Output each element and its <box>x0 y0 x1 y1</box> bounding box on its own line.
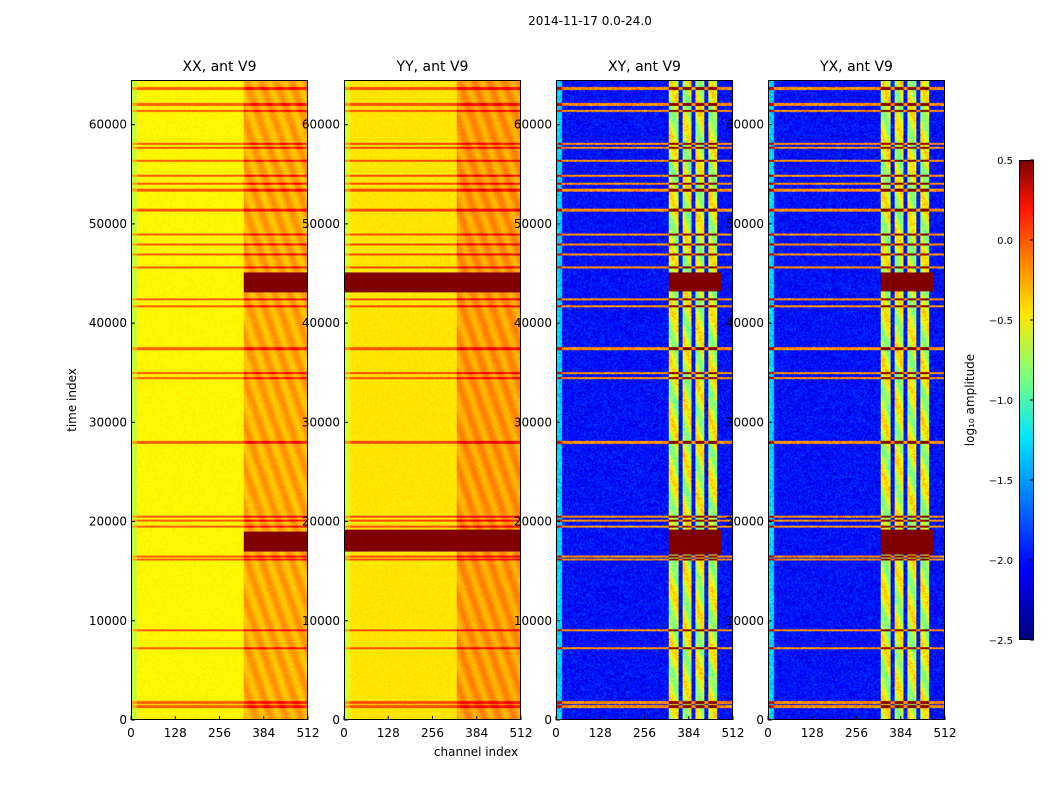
y-tick-label: 10000 <box>302 614 340 628</box>
heatmap-panel-xy <box>556 80 733 720</box>
colorbar-tick-label: −1.5 <box>989 476 1013 487</box>
y-tick-label: 50000 <box>89 217 127 231</box>
y-tick-label: 0 <box>332 713 340 727</box>
heatmap-image-yy <box>345 81 520 719</box>
colorbar-label: log₁₀ amplitude <box>963 354 977 446</box>
x-tick-label: 512 <box>297 726 320 740</box>
y-tick-label: 40000 <box>89 316 127 330</box>
x-tick-label: 384 <box>677 726 700 740</box>
y-tick-label: 60000 <box>514 118 552 132</box>
y-tick-label: 20000 <box>89 515 127 529</box>
x-tick-label: 256 <box>633 726 656 740</box>
heatmap-panel-yy <box>344 80 521 720</box>
x-tick-label: 256 <box>208 726 231 740</box>
x-axis-label: channel index <box>434 745 518 759</box>
panel-title-xy: XY, ant V9 <box>608 59 681 75</box>
y-tick-label: 0 <box>756 713 764 727</box>
colorbar-tick-label: −1.0 <box>989 396 1013 407</box>
colorbar-tick-label: −0.5 <box>989 316 1013 327</box>
colorbar-tick-label: 0.5 <box>997 156 1013 167</box>
y-tick-label: 50000 <box>302 217 340 231</box>
x-tick-label: 128 <box>164 726 187 740</box>
y-tick-label: 40000 <box>302 316 340 330</box>
x-tick-label: 384 <box>889 726 912 740</box>
x-tick-label: 256 <box>421 726 444 740</box>
y-tick-label: 10000 <box>514 614 552 628</box>
heatmap-image-yx <box>769 81 944 719</box>
panel-title-xx: XX, ant V9 <box>182 59 257 75</box>
y-tick-label: 30000 <box>726 415 764 429</box>
heatmap-image-xx <box>132 81 307 719</box>
y-tick-label: 20000 <box>726 515 764 529</box>
y-tick-label: 40000 <box>726 316 764 330</box>
y-tick-label: 0 <box>544 713 552 727</box>
y-tick-label: 10000 <box>89 614 127 628</box>
x-tick-label: 0 <box>552 726 560 740</box>
x-tick-label: 512 <box>934 726 957 740</box>
colorbar-tick-label: −2.0 <box>989 556 1013 567</box>
x-tick-label: 128 <box>801 726 824 740</box>
x-tick-label: 384 <box>252 726 275 740</box>
colorbar-tick-label: −2.5 <box>989 636 1013 647</box>
y-tick-label: 20000 <box>514 515 552 529</box>
heatmap-image-xy <box>557 81 732 719</box>
y-axis-label: time index <box>65 368 79 432</box>
x-tick-label: 0 <box>340 726 348 740</box>
panel-title-yy: YY, ant V9 <box>396 59 469 75</box>
heatmap-panel-xx <box>131 80 308 720</box>
x-tick-label: 0 <box>764 726 772 740</box>
x-tick-label: 384 <box>465 726 488 740</box>
y-tick-label: 50000 <box>726 217 764 231</box>
x-tick-label: 128 <box>377 726 400 740</box>
x-tick-label: 512 <box>722 726 745 740</box>
y-tick-label: 60000 <box>89 118 127 132</box>
y-tick-label: 60000 <box>726 118 764 132</box>
y-tick-label: 40000 <box>514 316 552 330</box>
x-tick-label: 128 <box>589 726 612 740</box>
y-tick-label: 10000 <box>726 614 764 628</box>
y-tick-label: 30000 <box>514 415 552 429</box>
panel-title-yx: YX, ant V9 <box>820 59 893 75</box>
y-tick-label: 0 <box>119 713 127 727</box>
y-tick-label: 60000 <box>302 118 340 132</box>
y-tick-label: 50000 <box>514 217 552 231</box>
y-tick-label: 20000 <box>302 515 340 529</box>
y-tick-label: 30000 <box>302 415 340 429</box>
colorbar-tick-label: 0.0 <box>997 236 1013 247</box>
figure-title: 2014-11-17 0.0-24.0 <box>528 14 652 28</box>
x-tick-label: 512 <box>510 726 533 740</box>
y-tick-label: 30000 <box>89 415 127 429</box>
x-tick-label: 0 <box>127 726 135 740</box>
heatmap-panel-yx <box>768 80 945 720</box>
x-tick-label: 256 <box>845 726 868 740</box>
